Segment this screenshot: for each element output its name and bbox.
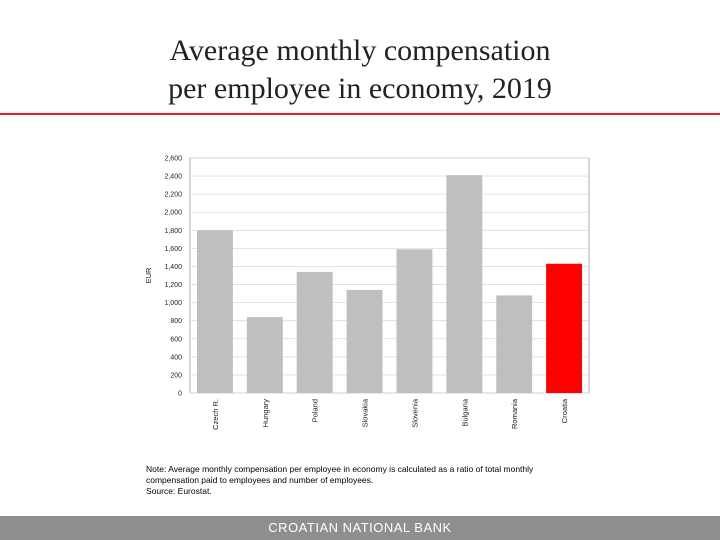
bar-poland [296, 271, 333, 393]
y-tick-label: 600 [170, 336, 182, 343]
y-tick-label: 2,200 [164, 192, 182, 199]
x-tick-label: Poland [311, 399, 320, 422]
bar-chart: 0 200 400 600 800 1,000 1,200 1,400 1,600 1,800 2,… [144, 156, 590, 430]
x-tick-label: Croatia [560, 398, 569, 423]
bar-czech-r [196, 230, 233, 393]
y-axis-title: EUR [144, 267, 153, 283]
footer-bar: CROATIAN NATIONAL BANK [0, 516, 720, 540]
x-tick-label: Czech R. [211, 399, 220, 430]
y-tick-label: 1,800 [164, 228, 182, 235]
y-tick-label: 1,000 [164, 300, 182, 307]
chart-title: Average monthly compensation per employe… [0, 32, 720, 108]
x-tick-label: Slovakia [361, 398, 370, 427]
y-tick-label: 800 [170, 318, 182, 325]
y-tick-label: 2,000 [164, 210, 182, 217]
y-tick-label: 1,400 [164, 264, 182, 271]
title-line-1: Average monthly compensation [169, 34, 551, 67]
title-line-2: per employee in economy, 2019 [168, 72, 552, 105]
bar-croatia [546, 263, 583, 393]
footer-text: CROATIAN NATIONAL BANK [268, 520, 452, 535]
chart-note: Note: Average monthly compensation per e… [146, 464, 606, 497]
note-line-1: Note: Average monthly compensation per e… [146, 464, 534, 474]
y-tick-label: 400 [170, 354, 182, 361]
y-tick-label: 2,400 [164, 174, 182, 181]
x-tick-label: Hungary [261, 399, 270, 428]
note-line-2: compensation paid to employees and numbe… [146, 475, 374, 485]
bar-bulgaria [446, 175, 483, 393]
bar-hungary [246, 317, 283, 393]
x-tick-label: Slovenia [410, 398, 419, 428]
bar-romania [496, 295, 533, 393]
y-tick-label: 1,600 [164, 246, 182, 253]
y-tick-label: 2,600 [164, 156, 182, 163]
note-source: Source: Eurostat. [146, 486, 212, 496]
y-tick-label: 1,200 [164, 282, 182, 289]
bar-slovenia [396, 249, 433, 393]
bar-slovakia [346, 289, 383, 393]
x-tick-label: Bulgaria [460, 398, 469, 426]
y-tick-label: 0 [178, 391, 182, 398]
x-tick-label: Romania [510, 398, 519, 429]
y-tick-label: 200 [170, 372, 182, 379]
title-divider [0, 113, 720, 115]
